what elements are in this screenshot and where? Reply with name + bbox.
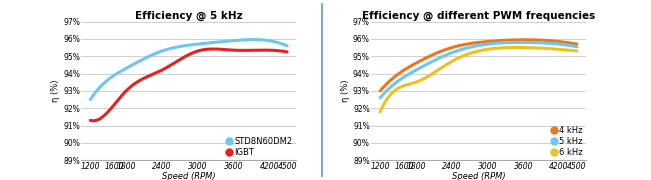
Y-axis label: η (%): η (%) [341,80,350,102]
X-axis label: Speed (RPM): Speed (RPM) [162,172,215,180]
Legend: STD8N60DM2, IGBT: STD8N60DM2, IGBT [225,135,294,159]
Y-axis label: η (%): η (%) [51,80,61,102]
Title: Efficiency @ different PWM frequencies: Efficiency @ different PWM frequencies [362,11,595,21]
Title: Efficiency @ 5 kHz: Efficiency @ 5 kHz [135,11,243,21]
X-axis label: Speed (RPM): Speed (RPM) [452,172,505,180]
Legend: 4 kHz, 5 kHz, 6 kHz: 4 kHz, 5 kHz, 6 kHz [550,124,584,159]
